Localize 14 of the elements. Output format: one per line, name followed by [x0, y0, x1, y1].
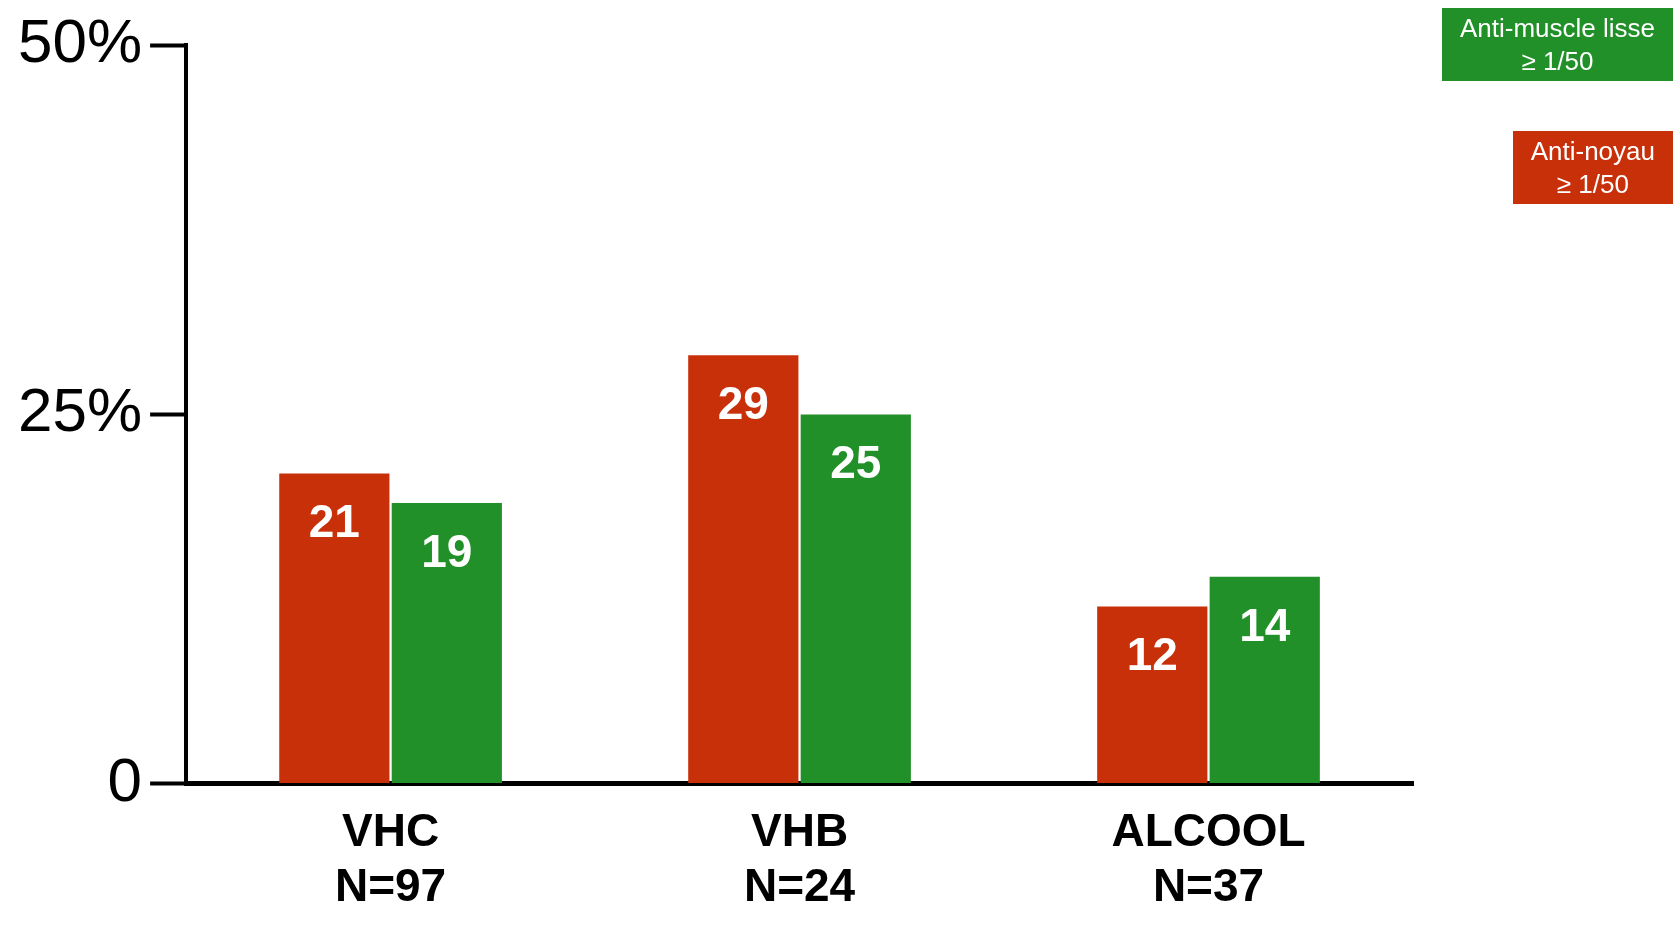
data-label: 14: [1239, 598, 1291, 651]
x-tick-label: ALCOOL N=37: [1111, 803, 1306, 912]
data-label: 29: [717, 377, 769, 430]
text: Anti-noyau ≥ 1/50: [1512, 131, 1673, 204]
y-tick-label: 0: [107, 744, 143, 814]
y-tick-label: 50%: [18, 6, 143, 76]
data-label: 19: [421, 524, 473, 577]
x-tick-label: VHC N=97: [334, 803, 447, 912]
y-tick-label: 25%: [18, 375, 143, 445]
data-label: 21: [308, 495, 360, 548]
text: Anti-muscle lisse ≥ 1/50: [1441, 8, 1673, 81]
data-label: 25: [830, 436, 882, 489]
data-label: 12: [1126, 628, 1178, 681]
x-tick-label: VHB N=24: [743, 803, 856, 912]
